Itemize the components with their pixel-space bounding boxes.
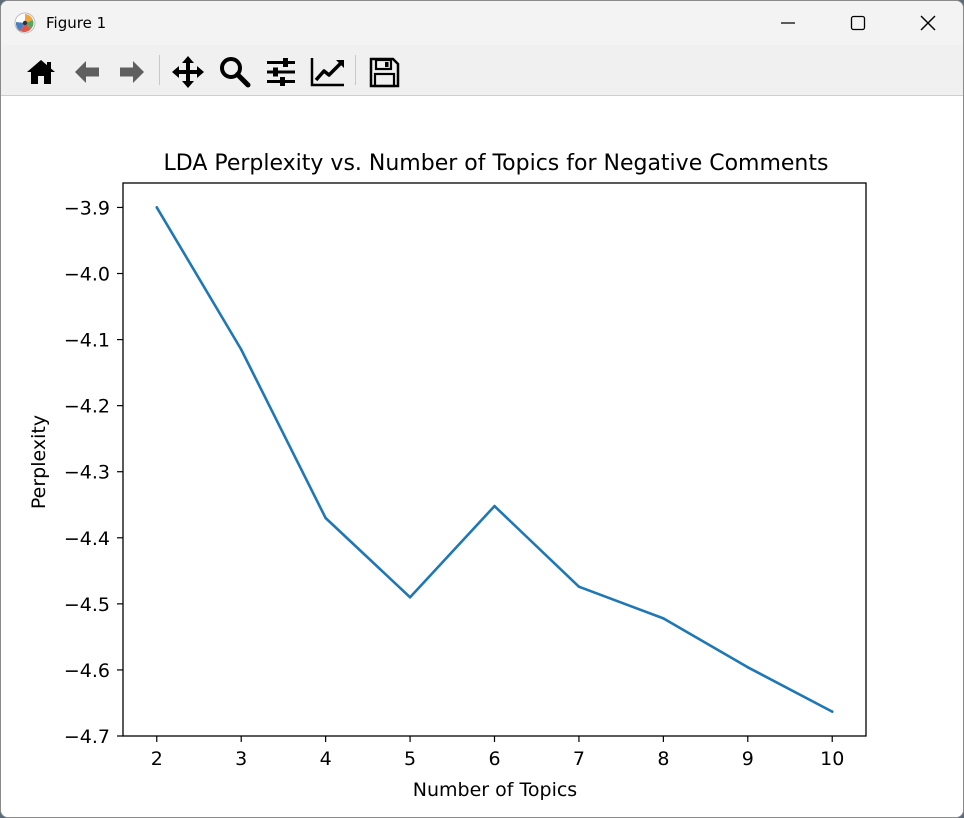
y-tick-label: −4.5 [64, 594, 110, 616]
x-tick-label: 9 [742, 748, 754, 770]
data-point [493, 504, 496, 508]
window-title: Figure 1 [46, 14, 107, 32]
data-point [239, 348, 243, 351]
y-tick-label: −4.7 [64, 726, 110, 748]
minimize-icon [781, 22, 795, 24]
home-icon [27, 60, 55, 84]
x-axis-label: Number of Topics [413, 779, 577, 801]
close-icon [920, 15, 936, 31]
data-point [155, 206, 159, 209]
x-tick-label: 8 [657, 748, 669, 770]
zoom-button[interactable] [216, 53, 254, 91]
x-tick-label: 5 [404, 748, 416, 770]
data-point [746, 665, 750, 669]
y-tick-label: −4.1 [64, 330, 110, 352]
figure-canvas[interactable]: LDA Perplexity vs. Number of Topics for … [1, 96, 963, 817]
pan-icon [172, 56, 204, 88]
close-button[interactable] [893, 1, 963, 45]
series-line-0 [155, 206, 834, 713]
navigation-toolbar [1, 45, 963, 96]
edit-curves-button[interactable] [309, 53, 347, 91]
data-point [577, 585, 581, 588]
data-point [830, 710, 834, 713]
home-button[interactable] [22, 53, 60, 91]
line-chart: LDA Perplexity vs. Number of Topics for … [28, 151, 867, 801]
subplots-config-button[interactable] [262, 53, 300, 91]
x-tick-label: 10 [820, 748, 844, 770]
y-tick-label: −4.4 [64, 528, 110, 550]
save-button[interactable] [365, 53, 403, 91]
plot-frame [122, 182, 867, 737]
forward-button[interactable] [113, 53, 151, 91]
subplots-config-icon [267, 58, 295, 86]
save-icon [369, 57, 400, 88]
minimize-button[interactable] [753, 1, 823, 45]
back-button[interactable] [68, 53, 106, 91]
y-tick-label: −3.9 [64, 197, 110, 219]
x-tick-label: 4 [320, 748, 332, 770]
title-bar: Figure 1 [1, 1, 963, 45]
zoom-icon [220, 57, 251, 88]
y-tick-label: −4.6 [64, 660, 110, 682]
x-tick-label: 6 [488, 748, 500, 770]
x-tick-label: 2 [151, 748, 163, 770]
toolbar-separator [355, 55, 356, 85]
maximize-button[interactable] [823, 1, 893, 45]
pan-button[interactable] [169, 53, 207, 91]
x-tick-label: 3 [235, 748, 247, 770]
forward-arrow-icon [120, 61, 144, 83]
y-axis-label: Perplexity [28, 415, 50, 509]
chart-title: LDA Perplexity vs. Number of Topics for … [164, 151, 829, 176]
maximize-icon [850, 15, 866, 31]
data-point [324, 516, 327, 520]
y-tick-label: −4.3 [64, 462, 110, 484]
edit-curves-icon [310, 58, 344, 87]
matplotlib-logo-icon [14, 12, 36, 34]
data-point [408, 595, 412, 599]
toolbar-separator [159, 55, 160, 85]
x-tick-label: 7 [573, 748, 585, 770]
y-tick-label: −4.2 [64, 396, 110, 418]
y-tick-label: −4.0 [64, 264, 110, 286]
data-point [662, 617, 665, 620]
back-arrow-icon [75, 61, 99, 83]
